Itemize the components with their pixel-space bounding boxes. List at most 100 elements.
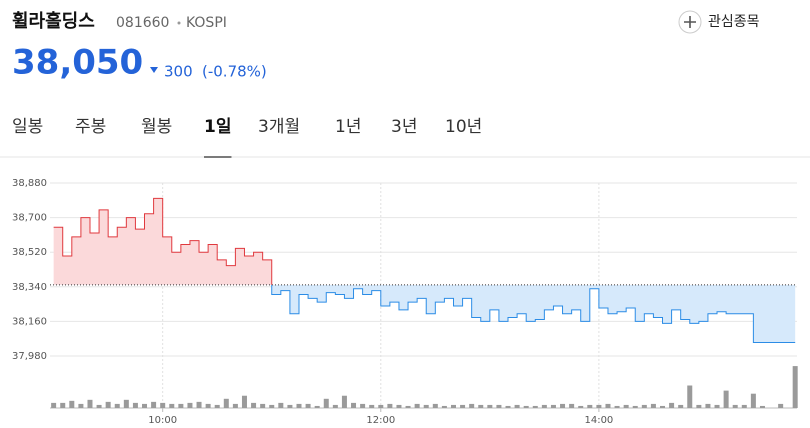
volume-bar (241, 395, 247, 408)
volume-bar (278, 402, 284, 408)
y-tick-label: 38,700 (12, 213, 47, 224)
volume-bar (160, 402, 166, 408)
chart: 37,980 38,160 38,340 38,520 38,700 38,880 10:0… (12, 178, 798, 426)
volume-bar (478, 404, 484, 408)
volume-bar (269, 404, 275, 408)
market: KOSPI (186, 15, 227, 31)
volume-bar (287, 404, 293, 408)
volume-bar (96, 404, 102, 408)
volume-bar (441, 405, 447, 408)
volume-bar (550, 404, 556, 408)
volume-bar (587, 404, 593, 408)
tab[interactable]: 월봉 (141, 117, 172, 137)
volume-bar (251, 402, 257, 408)
stock-name: 휠라홀딩스 (12, 10, 95, 32)
x-tick-label: 14:00 (584, 415, 613, 426)
separator (177, 21, 181, 25)
volume-bar (578, 405, 584, 408)
price: 38,050 (12, 43, 143, 83)
volume-bar (714, 404, 720, 408)
volume-bar (723, 390, 729, 408)
volume-bar (114, 403, 120, 408)
volume-bar (178, 403, 184, 408)
tab[interactable]: 10년 (445, 117, 482, 137)
volume-bar (560, 403, 566, 408)
volume-bar (641, 404, 647, 408)
volume-bar (487, 404, 493, 408)
y-tick-label: 38,340 (12, 282, 47, 293)
price-line-down (271, 284, 796, 344)
price-line-up (53, 197, 273, 285)
volume-bar (732, 404, 738, 408)
y-tick-label: 38,880 (12, 178, 47, 189)
area-down (53, 284, 796, 343)
tabs: 일봉 주봉 월봉 1일 3개월 1년 3년 10년 (12, 117, 482, 158)
volume-bar (214, 404, 220, 408)
volume-bar (469, 403, 475, 408)
volume-bar (523, 405, 529, 408)
volume-bar (605, 403, 611, 408)
tab[interactable]: 3년 (391, 117, 417, 137)
volume-bar (205, 403, 211, 408)
volume-bar (305, 403, 311, 408)
volume-bar (396, 404, 402, 408)
volume-bar (87, 399, 93, 408)
volume-bar (51, 402, 57, 408)
down-arrow (150, 67, 158, 73)
volume-bar (323, 398, 329, 408)
volume-bar (187, 402, 193, 408)
volume-bar (778, 403, 784, 408)
volume-bar (332, 404, 338, 408)
volume-bar (378, 404, 384, 408)
tab[interactable]: 1일 (204, 117, 231, 137)
stock-code: 081660 (116, 15, 169, 31)
volume-bar (232, 403, 238, 408)
volume-bar (705, 403, 711, 408)
tab[interactable]: 주봉 (75, 117, 106, 137)
volume-bar (132, 402, 138, 408)
volume-bar (123, 399, 129, 408)
volume-bar (142, 403, 148, 408)
volume-bar (792, 366, 798, 408)
watch-button[interactable]: 관심종목 (678, 10, 760, 34)
volume-bar (432, 403, 438, 408)
volume-bar (687, 385, 693, 408)
volume-bar (750, 393, 756, 408)
volume-bar (660, 405, 666, 408)
price-change: 300 (164, 63, 193, 81)
price-change-pct: (-0.78%) (202, 63, 267, 81)
volume-bar (151, 401, 157, 408)
volume-bar (514, 404, 520, 408)
y-tick-label: 37,980 (12, 351, 47, 362)
volume-bar (450, 404, 456, 408)
volume-bar (360, 403, 366, 408)
volume-bar (496, 404, 502, 408)
volume-bar (60, 402, 66, 408)
volume-bar (505, 405, 511, 408)
volume-bar (541, 404, 547, 408)
volume-bar (669, 402, 675, 408)
volume-bar (759, 405, 765, 408)
volume-bar (105, 401, 111, 408)
tab[interactable]: 3개월 (258, 117, 300, 137)
volume-bar (405, 405, 411, 408)
volume-bar (596, 404, 602, 408)
watch-label[interactable]: 관심종목 (708, 14, 760, 30)
volume-bar (387, 403, 393, 408)
volume-bar (260, 403, 266, 408)
tab[interactable]: 1년 (335, 117, 361, 137)
volume-bar (314, 405, 320, 408)
volume-bar (678, 404, 684, 408)
volume-bar (614, 405, 620, 408)
volume-bar (741, 404, 747, 408)
volume-bar (569, 403, 575, 408)
y-tick-label: 38,160 (12, 316, 47, 327)
plus (684, 16, 696, 28)
tab[interactable]: 일봉 (12, 117, 43, 137)
volume-bar (69, 400, 75, 408)
y-tick-label: 38,520 (12, 247, 47, 258)
volume-bar (351, 402, 357, 408)
volume-bar (223, 398, 229, 408)
volume-bar (196, 401, 202, 408)
volume-bar (696, 404, 702, 408)
